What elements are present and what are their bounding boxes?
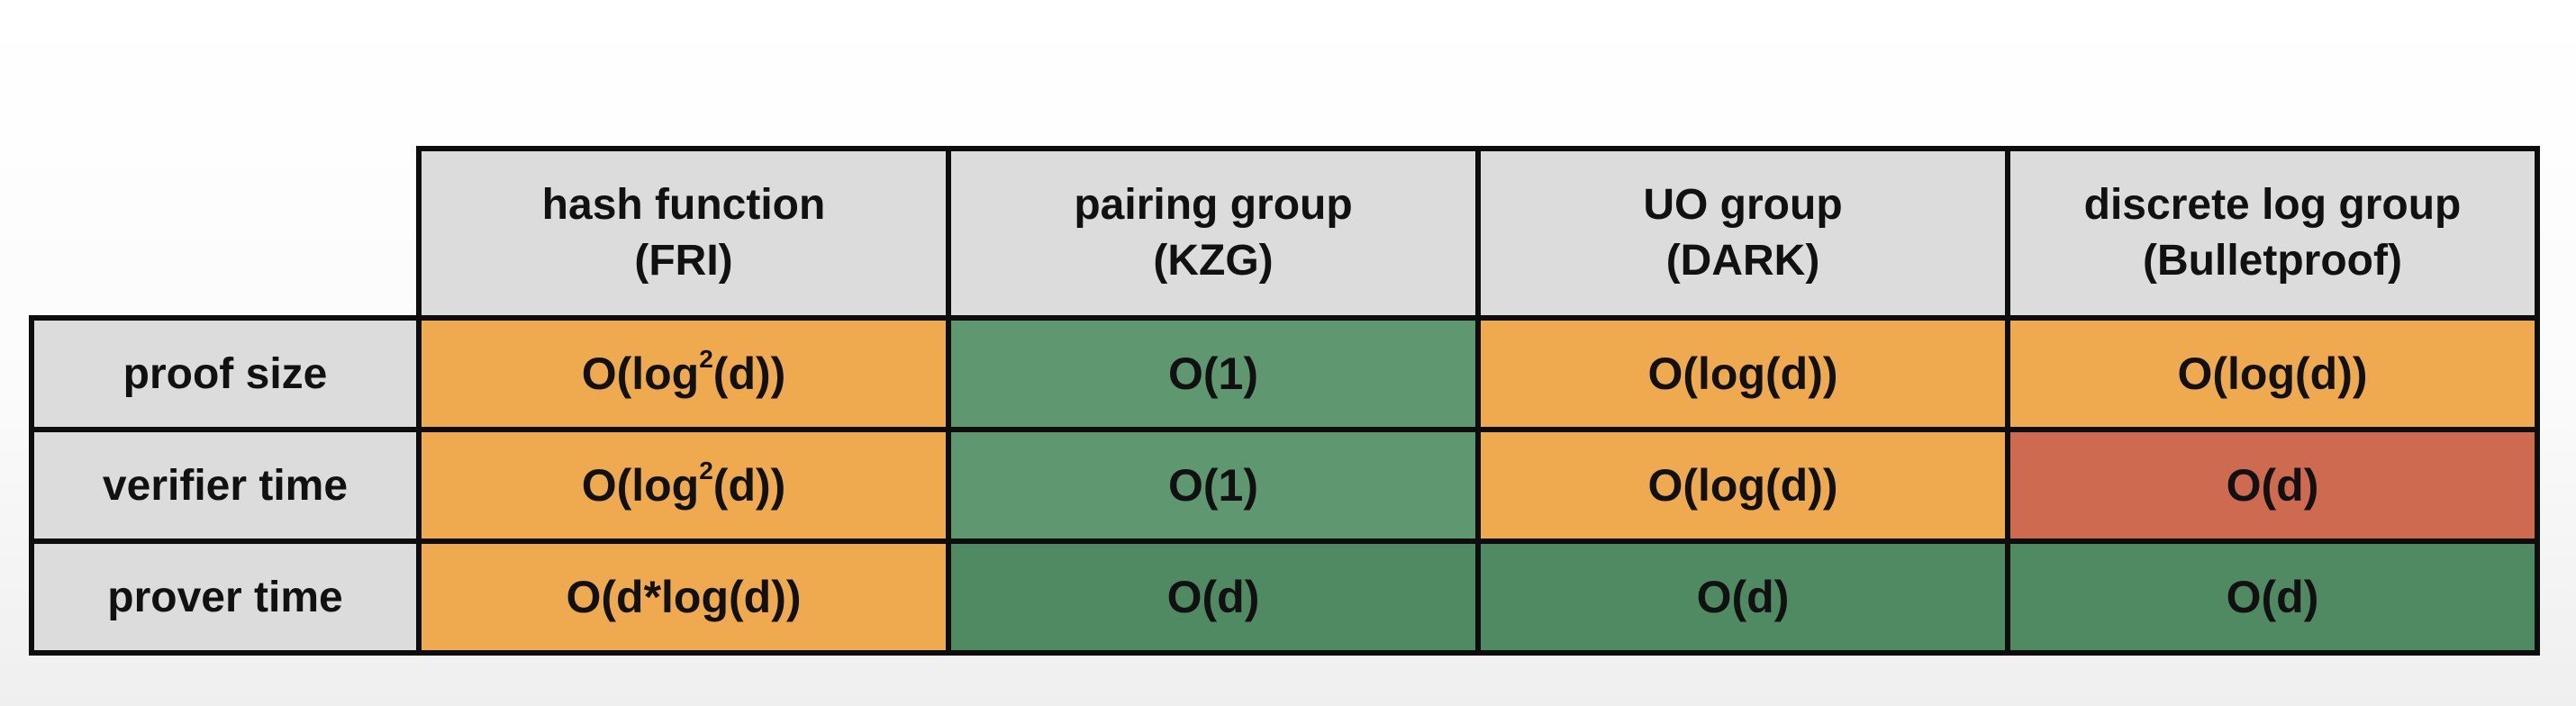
table-cell: O(log2(d)) xyxy=(416,315,951,432)
column-header-line2: (FRI) xyxy=(634,237,733,285)
column-header-line1: discrete log group xyxy=(2083,181,2462,229)
table-cell: O(log2(d)) xyxy=(416,427,951,544)
cell-value: O(1) xyxy=(1168,348,1258,399)
table-cell: O(log(d)) xyxy=(1475,427,2010,544)
column-header-discrete-log-group: discrete log group (Bulletproof) xyxy=(2005,146,2540,321)
column-header-line2: (Bulletproof) xyxy=(2143,237,2402,285)
row-header-label: proof size xyxy=(122,349,328,398)
row-header-prover-time: prover time xyxy=(29,539,422,656)
table-cell: O(d) xyxy=(946,539,1481,656)
table-cell: O(d) xyxy=(2005,539,2540,656)
table-cell: O(d) xyxy=(1475,539,2010,656)
column-header-line1: pairing group xyxy=(1074,181,1353,229)
table-cell: O(log(d)) xyxy=(1475,315,2010,432)
column-header-uo-group: UO group (DARK) xyxy=(1475,146,2010,321)
cell-value: O(d) xyxy=(1696,572,1790,622)
column-header-line2: (KZG) xyxy=(1153,237,1274,285)
cell-value: O(1) xyxy=(1168,460,1258,511)
cell-value: O(log2(d)) xyxy=(581,457,786,511)
cell-value: O(log(d)) xyxy=(2177,348,2368,399)
table-cell: O(d) xyxy=(2005,427,2540,544)
cell-value: O(d*log(d)) xyxy=(566,572,802,622)
column-header-line1: hash function xyxy=(541,181,826,229)
column-header-pairing-group: pairing group (KZG) xyxy=(946,146,1481,321)
table-cell: O(1) xyxy=(946,315,1481,432)
row-header-label: prover time xyxy=(107,573,343,621)
cell-value: O(d) xyxy=(1166,572,1260,622)
cell-value: O(log(d)) xyxy=(1647,348,1838,399)
row-header-proof-size: proof size xyxy=(29,315,422,432)
row-header-verifier-time: verifier time xyxy=(29,427,422,544)
table-cell: O(log(d)) xyxy=(2005,315,2540,432)
cell-value: O(d) xyxy=(2226,572,2319,622)
column-header-hash-function: hash function (FRI) xyxy=(416,146,951,321)
table-cell: O(d*log(d)) xyxy=(416,539,951,656)
column-header-line2: (DARK) xyxy=(1665,237,1820,285)
table-cell: O(1) xyxy=(946,427,1481,544)
cell-value: O(log(d)) xyxy=(1647,460,1838,511)
column-header-line1: UO group xyxy=(1643,181,1843,229)
row-header-label: verifier time xyxy=(102,461,349,510)
cell-value: O(log2(d)) xyxy=(581,345,786,399)
cell-value: O(d) xyxy=(2226,460,2319,511)
